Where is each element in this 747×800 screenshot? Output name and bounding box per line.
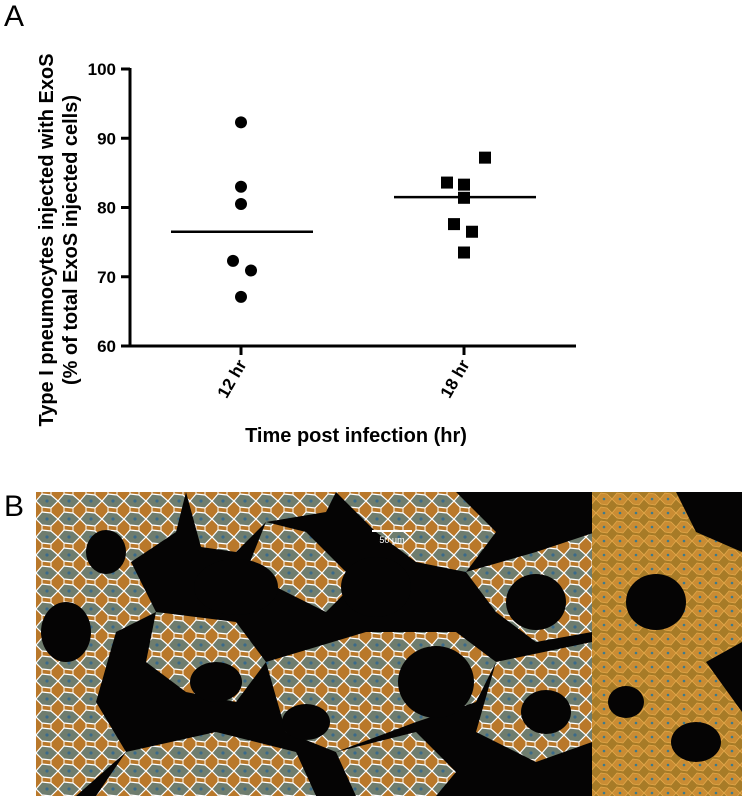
data-point-circle [235,116,247,129]
scale-bar-label: 50 μm [379,535,404,545]
y-tick-label: 90 [97,129,116,148]
x-tick-label: 12 hr [214,356,251,401]
unannotated-tissue [592,492,742,796]
data-point-square [441,176,453,189]
scale-bar: 50 μm [372,530,412,545]
y-tick-label: 80 [97,199,116,218]
alveolar-spaces [41,530,571,740]
y-axis-title-line2: (% of total ExoS injected cells) [60,95,82,385]
x-axis-title: Time post infection (hr) [245,425,467,447]
data-point-square [466,225,478,238]
data-point-circle [235,290,247,303]
data-point-circle [227,254,239,267]
data-point-circle [245,264,257,277]
panel-a-label: A [4,0,25,33]
data-point-square [458,246,470,259]
y-tick-label: 70 [97,268,116,287]
y-ticks: 100 90 80 70 60 [88,60,130,356]
x-tick-label: 18 hr [437,356,474,401]
data-point-square [448,218,460,231]
scatter-chart: 100 90 80 70 60 12 hr 18 hr Type I pneumocyte… [36,53,576,447]
data-point-square [458,178,470,191]
x-ticks: 12 hr 18 hr [214,346,474,401]
data-point-square [479,151,491,164]
mean-lines [171,195,536,233]
data-points [227,116,491,303]
chart-axes [128,68,576,348]
data-point-circle [235,180,247,193]
data-point-circle [235,198,247,211]
y-tick-label: 100 [88,60,116,79]
panel-b-label: B [4,490,25,523]
lung-micrograph: 50 μm [36,492,742,796]
y-tick-label: 60 [97,337,116,356]
y-axis-title-line1: Type I pneumocytes injected with ExoS [36,53,58,426]
